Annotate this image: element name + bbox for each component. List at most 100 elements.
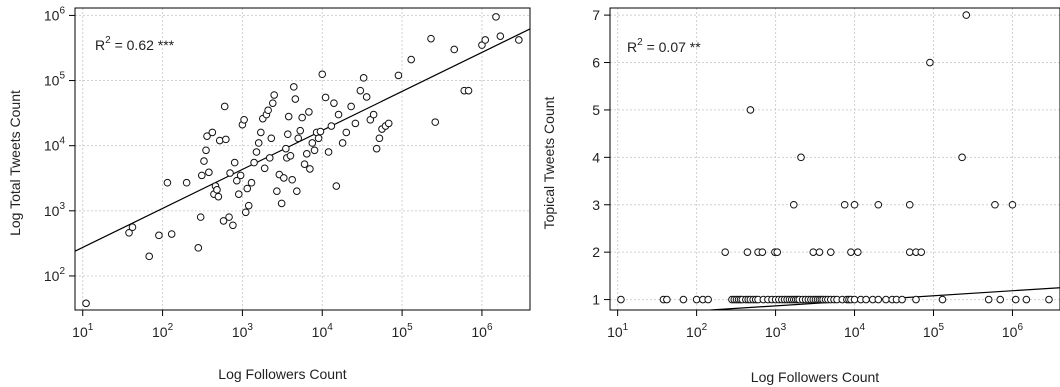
data-point: [450, 45, 459, 54]
data-point: [1008, 200, 1017, 209]
data-point: [338, 139, 347, 147]
y-tick-label: 6: [592, 55, 600, 71]
plot-area: [617, 11, 1060, 310]
data-point: [125, 228, 133, 237]
x-tick-label: 101: [607, 322, 629, 340]
data-point: [809, 248, 818, 256]
data-point: [912, 295, 920, 304]
data-point: [850, 295, 859, 304]
data-point: [298, 113, 306, 122]
y-tick-label: 2: [592, 244, 600, 260]
data-point: [758, 248, 767, 256]
data-point: [241, 208, 250, 217]
data-point: [850, 200, 859, 209]
data-point: [431, 118, 440, 126]
data-point: [247, 178, 256, 187]
y-tick-label: 103: [44, 201, 66, 219]
data-point: [214, 192, 223, 201]
data-point: [291, 95, 300, 103]
x-tick-label: 106: [1002, 322, 1024, 340]
data-point: [318, 70, 327, 79]
y-tick-label: 105: [44, 71, 66, 89]
data-point: [264, 106, 272, 115]
data-point: [203, 132, 211, 140]
x-tick-label: 104: [312, 322, 334, 340]
topical-tweets-chart: 101 102 103 104 105 106 1 2 3 4 5 6 7 Log Followers C…: [541, 7, 1060, 385]
data-point: [302, 150, 311, 158]
data-point: [743, 248, 752, 256]
data-point: [359, 74, 368, 82]
data-point: [208, 128, 217, 137]
data-point: [496, 32, 505, 40]
x-tick-label: 103: [232, 322, 254, 340]
data-point: [332, 182, 341, 190]
x-tick-label: 102: [686, 322, 708, 340]
data-point: [704, 295, 712, 304]
total-tweets-chart: 101 102 103 104 105 106 102 103 104 105 106 Log Fol…: [7, 5, 531, 382]
y-tick-label: 5: [592, 102, 600, 118]
data-point: [958, 153, 966, 162]
data-point: [324, 148, 333, 156]
data-point: [917, 248, 926, 256]
data-point: [257, 128, 265, 137]
data-point: [268, 99, 277, 107]
data-point: [375, 134, 384, 143]
data-point: [372, 144, 381, 153]
data-point: [407, 55, 415, 64]
data-point: [797, 153, 805, 162]
data-point: [294, 134, 303, 143]
data-point: [250, 158, 258, 167]
data-point: [270, 91, 278, 99]
data-point: [1045, 295, 1053, 304]
data-point: [310, 146, 319, 155]
data-point: [815, 248, 824, 256]
data-point: [984, 295, 993, 304]
data-point: [286, 151, 295, 160]
data-point: [240, 115, 248, 124]
data-point: [289, 83, 298, 91]
data-point: [692, 295, 701, 304]
x-axis-label: Log Followers Count: [218, 366, 347, 382]
grid-lines: [75, 8, 530, 310]
data-point: [225, 213, 233, 221]
data-point: [284, 112, 293, 121]
data-point: [905, 200, 914, 209]
data-point: [369, 110, 378, 119]
y-tick-label: 106: [44, 5, 66, 23]
data-point: [347, 102, 355, 111]
data-point: [265, 154, 274, 162]
data-point: [198, 171, 206, 180]
data-point: [882, 295, 890, 304]
data-point: [427, 34, 435, 43]
x-tick-label: 104: [844, 322, 866, 340]
x-axis-label: Log Followers Count: [751, 369, 880, 385]
data-point: [234, 190, 243, 198]
data-point: [862, 295, 870, 304]
x-tick-label: 102: [152, 322, 174, 340]
data-point: [229, 221, 237, 230]
data-point: [617, 295, 625, 304]
data-point: [1022, 295, 1031, 304]
data-point: [321, 93, 330, 102]
data-point: [905, 248, 914, 256]
data-point: [991, 200, 999, 209]
data-point: [280, 174, 288, 182]
y-tick-label: 104: [44, 136, 66, 154]
data-point: [826, 248, 835, 256]
data-point: [362, 93, 371, 101]
data-point: [194, 244, 203, 252]
data-point: [351, 119, 360, 128]
y-axis-label: Log Total Tweets Count: [7, 90, 23, 236]
data-point: [145, 252, 154, 261]
data-point: [252, 148, 261, 156]
data-point: [847, 248, 855, 256]
data-point: [384, 119, 393, 128]
data-point: [938, 295, 947, 304]
x-tick-label: 106: [471, 322, 493, 340]
data-point: [202, 146, 210, 155]
data-point: [196, 213, 205, 221]
data-point: [342, 128, 351, 137]
y-tick-label: 3: [592, 197, 600, 213]
y-tick-label: 102: [44, 266, 66, 284]
plot-area: [75, 13, 530, 308]
